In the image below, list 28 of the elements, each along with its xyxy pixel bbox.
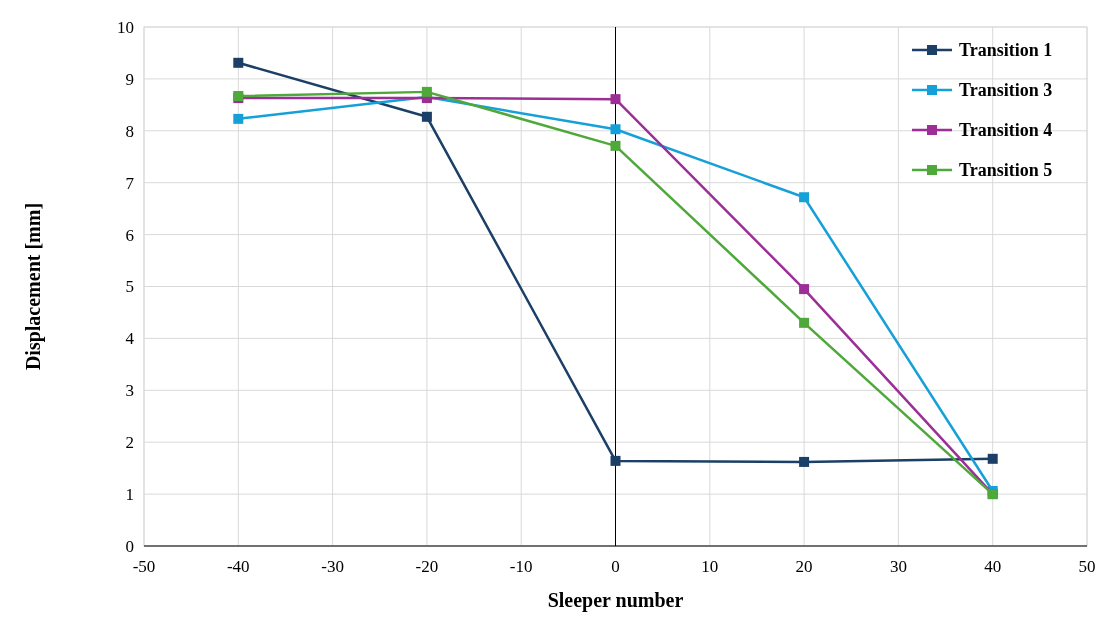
legend-label: Transition 5	[959, 160, 1053, 181]
x-tick-label: 50	[1078, 557, 1096, 576]
x-tick-label: -40	[226, 557, 250, 576]
y-tick-label: 4	[125, 329, 135, 349]
x-tick-label: -30	[321, 557, 344, 576]
x-tick-label: 40	[984, 557, 1002, 576]
y-tick-label: 2	[125, 433, 134, 453]
y-tick-label: 7	[125, 173, 135, 193]
y-tick-label: 0	[125, 536, 134, 556]
y-tick-label: 3	[125, 381, 134, 401]
y-tick-label: 9	[125, 69, 134, 89]
legend-label: Transition 4	[959, 120, 1053, 141]
legend-label: Transition 3	[959, 80, 1053, 101]
x-tick-label: -20	[415, 557, 439, 576]
x-tick-label: -10	[509, 557, 533, 576]
x-tick-label: 10	[701, 557, 719, 576]
y-tick-label: 5	[125, 277, 134, 297]
x-tick-label: 20	[795, 557, 813, 576]
y-tick-label: 8	[125, 121, 134, 141]
y-tick-label: 6	[125, 225, 134, 245]
legend-label: Transition 1	[959, 40, 1053, 61]
x-tick-label: -50	[132, 557, 156, 576]
y-axis-title: Displacement [mm]	[22, 202, 45, 371]
x-tick-label: 0	[611, 557, 620, 576]
x-tick-label: 30	[889, 557, 907, 576]
y-tick-label: 1	[125, 485, 134, 505]
x-axis-title: Sleeper number	[547, 589, 684, 612]
y-tick-label: 10	[117, 17, 134, 37]
